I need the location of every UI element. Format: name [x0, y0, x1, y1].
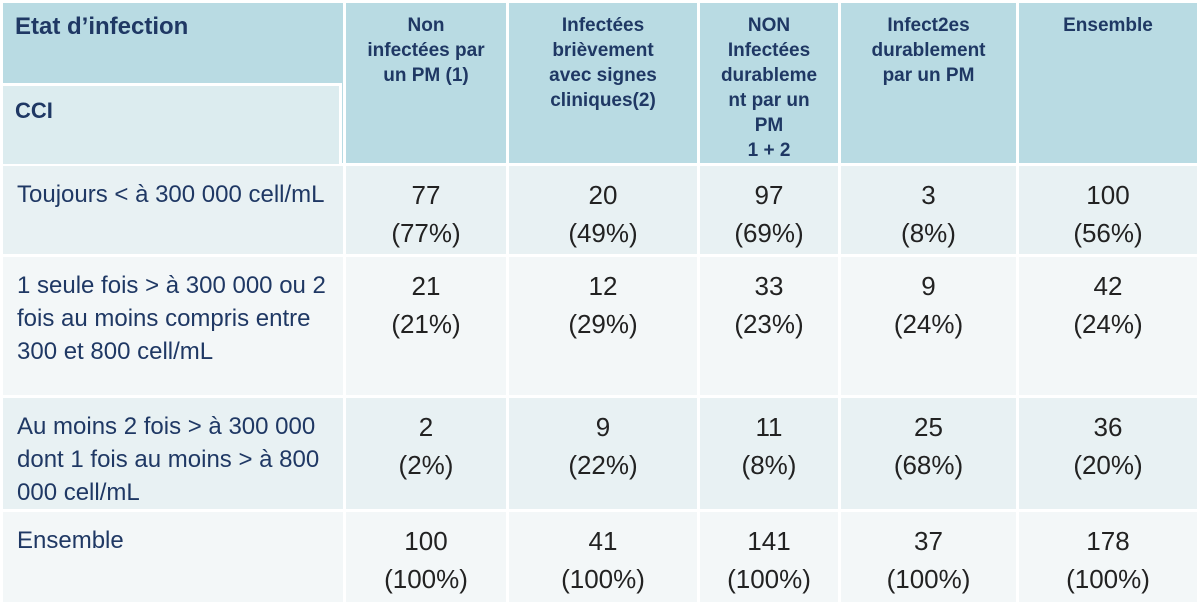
cell-percent: (29%): [568, 309, 638, 339]
col-header-line: infectées par: [367, 40, 485, 61]
cci-label: CCI: [15, 98, 53, 123]
table-cell: 11 (8%): [700, 398, 838, 509]
cell-count: 3: [921, 180, 936, 210]
cell-percent: (22%): [568, 450, 638, 480]
table-cell: 12 (29%): [509, 257, 697, 395]
table-cell: 77 (77%): [346, 166, 506, 254]
col-header-line: nt par un: [728, 90, 810, 111]
cell-percent: (8%): [741, 450, 797, 480]
col-header-line: Infectées: [561, 15, 645, 36]
table-cell: 9 (24%): [841, 257, 1016, 395]
table-header-row: Etat d’infection CCI Non infectées par u…: [3, 3, 1197, 164]
col-header-line: Infect2es: [887, 15, 970, 36]
cell-count: 20: [588, 180, 618, 210]
cell-count: 11: [755, 412, 783, 442]
table-cell: 36 (20%): [1019, 398, 1197, 509]
table-cell: 178 (100%): [1019, 512, 1197, 602]
table-cell: 20 (49%): [509, 166, 697, 254]
cell-count: 9: [921, 271, 936, 301]
cell-count: 41: [588, 526, 618, 556]
col-header-ensemble: Ensemble: [1019, 3, 1197, 163]
cell-percent: (2%): [398, 450, 454, 480]
col-header-non-infectees: Non infectées par un PM (1): [346, 3, 506, 163]
col-header-line: cliniques(2): [550, 90, 656, 111]
row-label: 1 seule fois > à 300 000 ou 2 fois au mo…: [3, 257, 343, 395]
cell-percent: (69%): [734, 218, 804, 248]
col-header-line: Non: [407, 15, 445, 36]
row-label: Au moins 2 fois > à 300 000 dont 1 fois …: [3, 398, 343, 509]
table-cell: 21 (21%): [346, 257, 506, 395]
cell-percent: (77%): [391, 218, 461, 248]
cell-percent: (8%): [901, 218, 956, 248]
cell-percent: (21%): [391, 309, 461, 339]
cell-percent: (49%): [568, 218, 638, 248]
cell-percent: (20%): [1073, 450, 1143, 480]
table-row: Au moins 2 fois > à 300 000 dont 1 fois …: [3, 398, 1197, 509]
col-header-line: durableme: [720, 65, 818, 86]
cci-label-cell: CCI: [3, 83, 342, 164]
cell-count: 141: [747, 526, 791, 556]
cell-count: 12: [588, 271, 618, 301]
cell-count: 33: [754, 271, 784, 301]
cell-count: 36: [1093, 412, 1123, 442]
table-cell: 37 (100%): [841, 512, 1016, 602]
col-header-line: Infectées: [727, 40, 811, 61]
row-label: Toujours < à 300 000 cell/mL: [3, 166, 343, 254]
col-header-line: PM: [754, 115, 784, 136]
cell-percent: (100%): [1066, 564, 1150, 594]
col-header-line: par un PM: [882, 65, 975, 86]
cell-percent: (100%): [727, 564, 811, 594]
col-header-infectees-brievement: Infectées brièvement avec signes cliniqu…: [509, 3, 697, 163]
cell-percent: (100%): [384, 564, 468, 594]
table-cell: 100 (56%): [1019, 166, 1197, 254]
cell-percent: (56%): [1073, 218, 1143, 248]
table-cell: 100 (100%): [346, 512, 506, 602]
table-cell: 141 (100%): [700, 512, 838, 602]
table-row: Toujours < à 300 000 cell/mL 77 (77%) 20 (…: [3, 166, 1197, 254]
cell-count: 21: [411, 271, 441, 301]
col-header-infectees-durablement: Infect2es durablement par un PM: [841, 3, 1016, 163]
table-cell: 42 (24%): [1019, 257, 1197, 395]
cell-percent: (23%): [734, 309, 804, 339]
cell-count: 77: [411, 180, 441, 210]
cell-count: 25: [914, 412, 943, 442]
header-corner-cell: Etat d’infection CCI: [3, 3, 343, 164]
col-header-line: NON: [747, 15, 791, 36]
table-cell: 9 (22%): [509, 398, 697, 509]
cell-count: 37: [914, 526, 943, 556]
table-title: Etat d’infection: [15, 13, 189, 40]
col-header-non-infectees-durablement: NON Infectées durableme nt par un PM 1 +…: [700, 3, 838, 163]
cell-percent: (68%): [893, 450, 964, 480]
table-cell: 41 (100%): [509, 512, 697, 602]
table-cell: 33 (23%): [700, 257, 838, 395]
cell-count: 100: [404, 526, 448, 556]
col-header-line: durablement: [871, 40, 986, 61]
cell-percent: (24%): [893, 309, 964, 339]
cell-count: 2: [418, 412, 434, 442]
cell-count: 100: [1086, 180, 1130, 210]
row-label: Ensemble: [3, 512, 343, 602]
col-header-line: brièvement: [552, 40, 654, 61]
table-cell: 2 (2%): [346, 398, 506, 509]
table-cell: 3 (8%): [841, 166, 1016, 254]
cell-count: 9: [595, 412, 611, 442]
col-header-line: Ensemble: [1063, 15, 1153, 36]
cell-percent: (24%): [1073, 309, 1143, 339]
cell-count: 97: [754, 180, 784, 210]
col-header-line: 1 + 2: [747, 140, 791, 161]
table-cell: 97 (69%): [700, 166, 838, 254]
table-row: 1 seule fois > à 300 000 ou 2 fois au mo…: [3, 257, 1197, 395]
cell-count: 42: [1093, 271, 1123, 301]
col-header-line: avec signes: [549, 65, 657, 86]
cell-count: 178: [1086, 526, 1130, 556]
table-row: Ensemble 100 (100%) 41 (100%) 141 (100%) 37…: [3, 512, 1197, 602]
cell-percent: (100%): [561, 564, 645, 594]
table-cell: 25 (68%): [841, 398, 1016, 509]
col-header-line: un PM (1): [383, 65, 469, 86]
cell-percent: (100%): [886, 564, 971, 594]
